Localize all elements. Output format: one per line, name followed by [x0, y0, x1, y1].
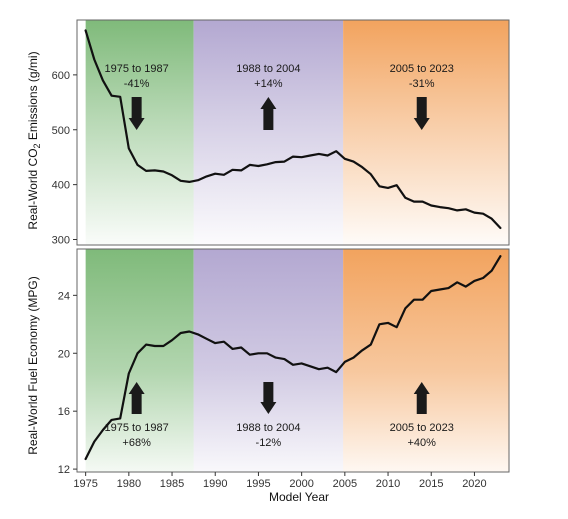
period-label-change: -12% — [256, 437, 282, 449]
x-tick-label: 1995 — [246, 478, 270, 490]
x-tick-label: 1985 — [160, 478, 184, 490]
period-label-years: 1975 to 1987 — [105, 422, 169, 434]
period-label-years: 1975 to 1987 — [105, 63, 169, 75]
arrow-down-icon — [128, 97, 145, 130]
x-axis: 1975 1980 1985 1990 1995 2000 2005 2010 2015 2020 — [73, 472, 487, 490]
period-label-years: 1988 to 2004 — [236, 63, 300, 75]
y-axis-label: Real-World Fuel Economy (MPG) — [26, 276, 40, 455]
period-label-change: -41% — [124, 78, 150, 90]
y-tick-label: 300 — [52, 235, 70, 247]
period-region-2 — [193, 249, 344, 472]
period-region-3 — [343, 249, 509, 472]
y-tick-label: 20 — [58, 348, 70, 360]
watermark: www.365jz.com — [453, 490, 556, 505]
x-tick-label: 2010 — [376, 478, 400, 490]
arrow-up-icon — [260, 97, 277, 130]
x-tick-label: 1990 — [203, 478, 227, 490]
arrow-up-icon — [413, 382, 430, 414]
plot-frame — [76, 19, 510, 246]
arrow-up-icon — [128, 382, 145, 414]
arrow-down-icon — [413, 97, 430, 130]
period-label-years: 2005 to 2023 — [390, 63, 454, 75]
period-label-change: +40% — [408, 437, 437, 449]
period-region-3 — [343, 20, 509, 245]
y-tick-label: 600 — [52, 70, 70, 82]
period-region-1 — [85, 249, 194, 472]
series-line — [84, 255, 502, 461]
x-axis-label: Model Year — [269, 490, 329, 504]
period-label-years: 2005 to 2023 — [390, 422, 454, 434]
y-tick-label: 16 — [58, 406, 70, 418]
series-line — [84, 29, 502, 230]
x-tick-label: 1975 — [73, 478, 97, 490]
period-label-change: +14% — [254, 78, 283, 90]
y-tick-label: 12 — [58, 464, 70, 476]
y-axis-label: Real-World CO2 Emissions (g/mi) — [26, 51, 42, 229]
x-tick-label: 2020 — [462, 478, 486, 490]
x-tick-label: 2005 — [333, 478, 357, 490]
y-tick-label: 500 — [52, 125, 70, 137]
x-tick-label: 1980 — [117, 478, 141, 490]
y-tick-label: 24 — [58, 290, 70, 302]
arrow-down-icon — [260, 382, 277, 414]
plot-frame — [76, 248, 510, 473]
period-label-change: -31% — [409, 78, 435, 90]
x-tick-label: 2015 — [419, 478, 443, 490]
x-tick-label: 2000 — [289, 478, 313, 490]
period-label-years: 1988 to 2004 — [236, 422, 300, 434]
co2-panel: 1975 to 1987 -41% 1988 to 2004 +14% 2005 to … — [26, 19, 510, 247]
y-tick-label: 400 — [52, 180, 70, 192]
mpg-panel: 1975 to 1987 +68% 1988 to 2004 -12% 2005 to … — [26, 248, 510, 476]
period-label-change: +68% — [122, 437, 151, 449]
period-region-2 — [193, 20, 344, 245]
period-region-1 — [85, 20, 194, 245]
